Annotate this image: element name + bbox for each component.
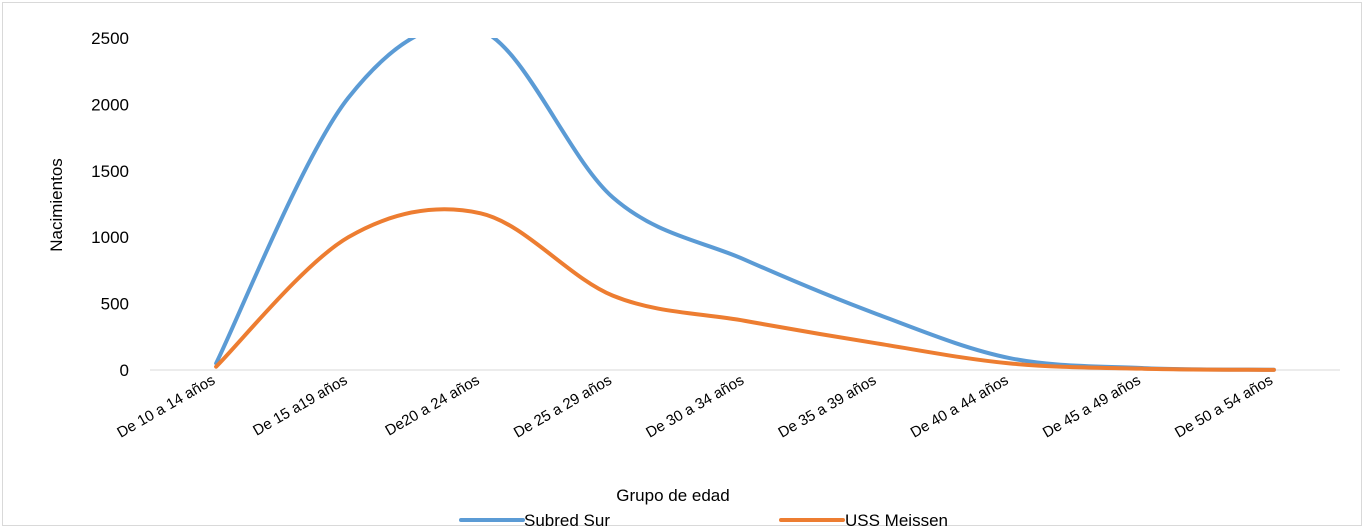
x-axis-ticks: De 10 a 14 años De 15 a19 años De20 a 24 a… xyxy=(114,372,1276,442)
x-tick-label: De 25 a 29 años xyxy=(511,372,615,442)
series-layer xyxy=(214,38,1276,372)
y-axis-ticks: 0 500 1000 1500 2000 2500 xyxy=(91,29,129,380)
y-axis-title: Nacimientos xyxy=(47,158,66,252)
x-tick-label: De 45 a 49 años xyxy=(1040,372,1144,442)
series-line-subred-sur xyxy=(214,38,1276,372)
y-tick-label: 2500 xyxy=(91,29,129,48)
x-axis-title: Grupo de edad xyxy=(616,486,729,505)
y-tick-label: 1000 xyxy=(91,228,129,247)
x-tick-label: De 10 a 14 años xyxy=(114,372,218,442)
legend-label-uss-meissen: USS Meissen xyxy=(845,511,948,527)
series-line-uss-meissen xyxy=(214,207,1276,372)
x-tick-label: De 50 a 54 años xyxy=(1172,372,1276,442)
x-tick-label: De 35 a 39 años xyxy=(775,372,879,442)
legend-label-subred-sur: Subred Sur xyxy=(524,511,610,527)
x-tick-label: De20 a 24 años xyxy=(382,372,482,440)
x-tick-label: De 30 a 34 años xyxy=(643,372,747,442)
y-tick-label: 1500 xyxy=(91,162,129,181)
legend: Subred Sur USS Meissen xyxy=(459,511,948,527)
y-tick-label: 0 xyxy=(120,361,129,380)
x-tick-label: De 15 a19 años xyxy=(250,372,350,440)
y-tick-label: 2000 xyxy=(91,95,129,114)
x-tick-label: De 40 a 44 años xyxy=(908,372,1012,442)
y-tick-label: 500 xyxy=(101,295,129,314)
